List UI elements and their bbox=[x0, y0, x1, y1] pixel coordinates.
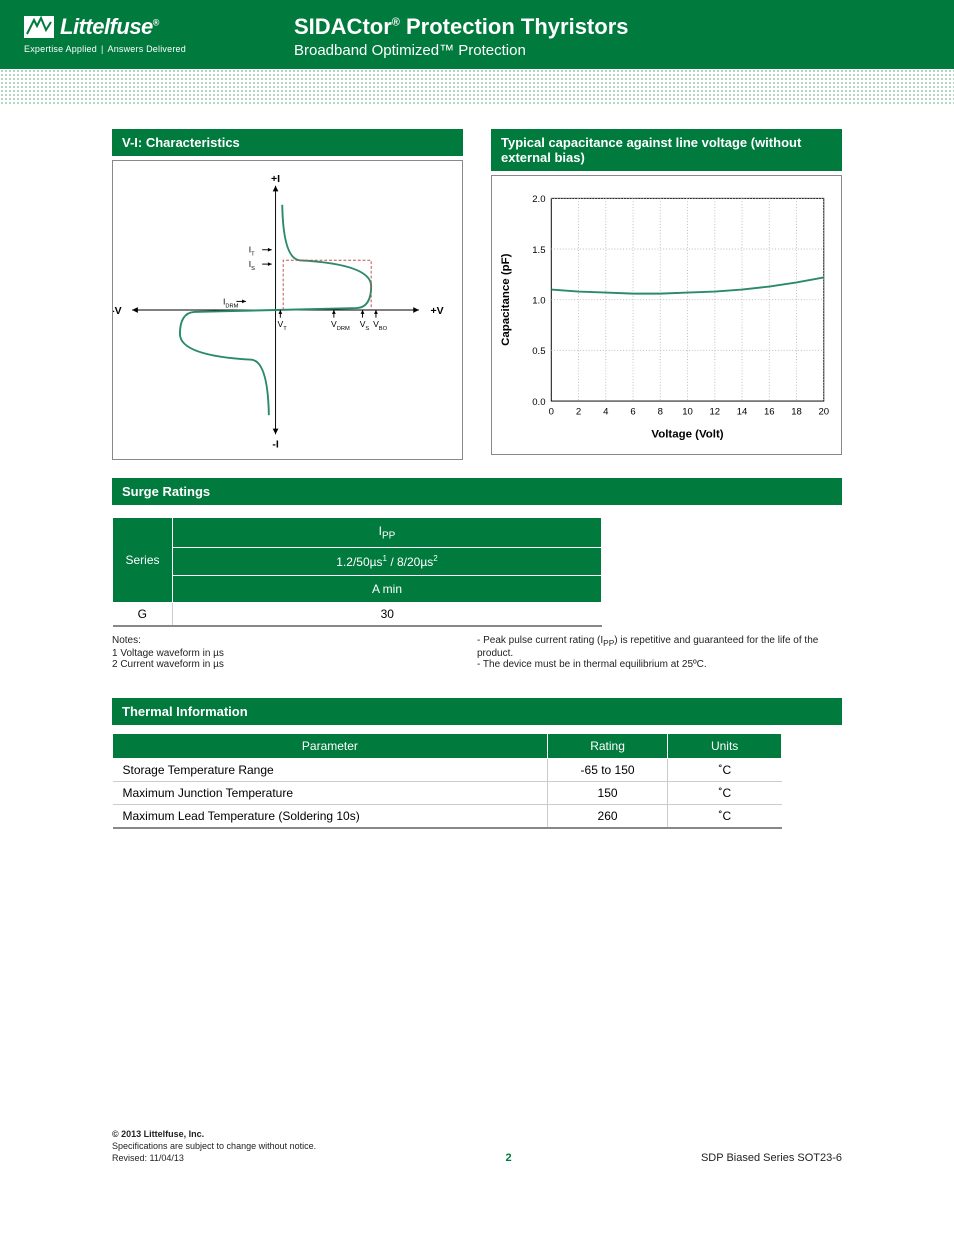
vi-chart: +I -I +V -V ITIS IDRM VT VDRM VSVBO bbox=[112, 160, 463, 460]
thermal-cell-param: Maximum Junction Temperature bbox=[113, 782, 548, 805]
thermal-cell-param: Storage Temperature Range bbox=[113, 759, 548, 782]
surge-section-header: Surge Ratings bbox=[112, 478, 842, 505]
svg-text:Voltage (Volt): Voltage (Volt) bbox=[651, 428, 723, 440]
thermal-th-rating: Rating bbox=[547, 734, 667, 759]
brand-block: Littelfuse® Expertise Applied|Answers De… bbox=[24, 14, 294, 54]
svg-text:Capacitance (pF): Capacitance (pF) bbox=[500, 253, 512, 346]
svg-text:4: 4 bbox=[603, 406, 609, 417]
thermal-cell-units: ˚C bbox=[668, 759, 782, 782]
svg-text:14: 14 bbox=[737, 406, 748, 417]
svg-text:-V: -V bbox=[113, 305, 122, 317]
thermal-th-units: Units bbox=[668, 734, 782, 759]
svg-text:20: 20 bbox=[818, 406, 829, 417]
footer-left: © 2013 Littelfuse, Inc. Specifications a… bbox=[112, 1129, 316, 1164]
thermal-th-param: Parameter bbox=[113, 734, 548, 759]
table-row: Storage Temperature Range-65 to 150˚C bbox=[113, 759, 782, 782]
svg-text:0: 0 bbox=[549, 406, 554, 417]
cap-section-header: Typical capacitance against line voltage… bbox=[491, 129, 842, 171]
svg-text:VBO: VBO bbox=[373, 319, 388, 332]
page-header: Littelfuse® Expertise Applied|Answers De… bbox=[0, 0, 954, 69]
thermal-cell-rating: 150 bbox=[547, 782, 667, 805]
svg-text:0.0: 0.0 bbox=[532, 397, 545, 408]
svg-text:8: 8 bbox=[658, 406, 663, 417]
svg-text:18: 18 bbox=[791, 406, 802, 417]
svg-text:-I: -I bbox=[272, 439, 278, 451]
cap-chart: 0 2 4 6 8 10 12 14 16 18 20 0.0 0.5 1.0 1.5 2.0 Voltage … bbox=[491, 175, 842, 455]
surge-th-amin: A min bbox=[173, 576, 602, 603]
brand-name: Littelfuse® bbox=[60, 14, 159, 40]
thermal-cell-units: ˚C bbox=[668, 805, 782, 829]
notes-title: Notes: bbox=[112, 635, 477, 646]
surge-table: Series IPP 1.2/50µs1 / 8/20µs2 A min G30 bbox=[112, 517, 602, 627]
littelfuse-logo-icon bbox=[24, 16, 54, 38]
table-row: Maximum Lead Temperature (Soldering 10s)… bbox=[113, 805, 782, 829]
page-footer: © 2013 Littelfuse, Inc. Specifications a… bbox=[0, 1129, 954, 1188]
svg-text:2: 2 bbox=[576, 406, 581, 417]
thermal-cell-rating: -65 to 150 bbox=[547, 759, 667, 782]
footer-series: SDP Biased Series SOT23-6 bbox=[701, 1152, 842, 1164]
svg-text:10: 10 bbox=[682, 406, 693, 417]
thermal-table: Parameter Rating Units Storage Temperatu… bbox=[112, 733, 782, 829]
svg-text:+I: +I bbox=[271, 173, 280, 185]
note-line: 1 Voltage waveform in µs bbox=[112, 648, 477, 659]
svg-text:IS: IS bbox=[249, 259, 255, 272]
thermal-cell-rating: 260 bbox=[547, 805, 667, 829]
footer-page-number: 2 bbox=[505, 1152, 511, 1164]
title-block: SIDACtor® Protection Thyristors Broadban… bbox=[294, 14, 628, 59]
thermal-cell-units: ˚C bbox=[668, 782, 782, 805]
notes-right: - Peak pulse current rating (IPP) is rep… bbox=[477, 635, 842, 670]
surge-cell-value: 30 bbox=[173, 603, 602, 627]
surge-th-waveform: 1.2/50µs1 / 8/20µs2 bbox=[173, 548, 602, 576]
svg-text:IT: IT bbox=[249, 245, 255, 258]
note-line: - Peak pulse current rating (IPP) is rep… bbox=[477, 635, 842, 659]
svg-text:6: 6 bbox=[630, 406, 635, 417]
table-row: G30 bbox=[113, 603, 602, 627]
svg-text:VT: VT bbox=[277, 319, 287, 332]
thermal-cell-param: Maximum Lead Temperature (Soldering 10s) bbox=[113, 805, 548, 829]
svg-text:VDRM: VDRM bbox=[331, 319, 350, 332]
note-line: 2 Current waveform in µs bbox=[112, 659, 477, 670]
svg-text:+V: +V bbox=[430, 305, 443, 317]
svg-text:VS: VS bbox=[360, 319, 370, 332]
svg-text:16: 16 bbox=[764, 406, 775, 417]
vi-section-header: V-I: Characteristics bbox=[112, 129, 463, 156]
surge-th-series: Series bbox=[113, 518, 173, 603]
dotted-divider bbox=[0, 69, 954, 105]
main-title: SIDACtor® Protection Thyristors bbox=[294, 14, 628, 40]
svg-text:1.5: 1.5 bbox=[532, 245, 545, 256]
svg-text:12: 12 bbox=[709, 406, 720, 417]
surge-th-ipp: IPP bbox=[173, 518, 602, 548]
surge-notes: Notes: 1 Voltage waveform in µs2 Current… bbox=[112, 635, 842, 670]
thermal-section-header: Thermal Information bbox=[112, 698, 842, 725]
surge-cell-series: G bbox=[113, 603, 173, 627]
svg-text:0.5: 0.5 bbox=[532, 346, 545, 357]
svg-text:1.0: 1.0 bbox=[532, 296, 545, 307]
table-row: Maximum Junction Temperature150˚C bbox=[113, 782, 782, 805]
subtitle: Broadband Optimized™ Protection bbox=[294, 42, 628, 59]
note-line: - The device must be in thermal equilibr… bbox=[477, 659, 842, 670]
svg-text:IDRM: IDRM bbox=[223, 296, 239, 309]
brand-tagline: Expertise Applied|Answers Delivered bbox=[24, 44, 294, 54]
svg-text:2.0: 2.0 bbox=[532, 194, 545, 205]
